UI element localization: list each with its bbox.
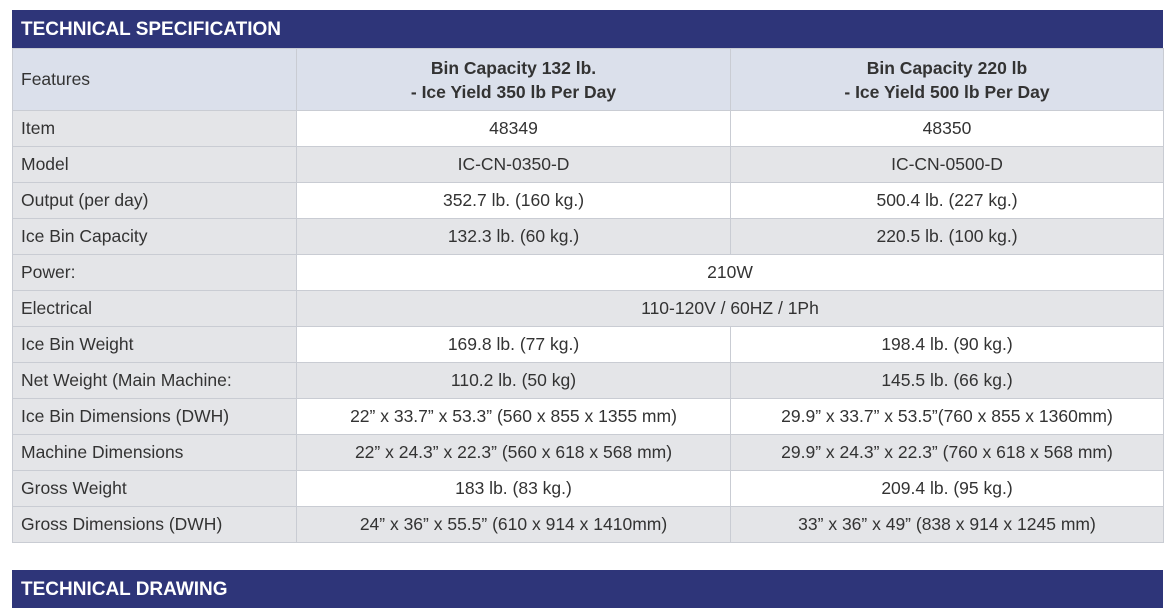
- column-header: Features: [12, 48, 297, 111]
- cell: 48349: [296, 110, 731, 147]
- header-line: Bin Capacity 132 lb.: [430, 57, 597, 78]
- header-line: - Ice Yield 500 lb Per Day: [844, 81, 1050, 102]
- row-label: Output (per day): [12, 182, 297, 219]
- cell: IC-CN-0500-D: [730, 146, 1164, 183]
- cell: IC-CN-0350-D: [296, 146, 731, 183]
- spec-row: Ice Bin Capacity 132.3 lb. (60 kg.) 220.5 …: [12, 218, 1164, 255]
- spec-row: Electrical 110-120V / 60HZ / 1Ph: [12, 290, 1164, 327]
- cell: 22” x 24.3” x 22.3” (560 x 618 x 568 mm): [296, 434, 731, 471]
- cell: 132.3 lb. (60 kg.): [296, 218, 731, 255]
- header-line: - Ice Yield 350 lb Per Day: [410, 81, 617, 102]
- spec-row: Net Weight (Main Machine: 110.2 lb. (50 k…: [12, 362, 1164, 399]
- cell: 33” x 36” x 49” (838 x 914 x 1245 mm): [730, 506, 1164, 543]
- cell: 110.2 lb. (50 kg): [296, 362, 731, 399]
- spec-row: Ice Bin Weight 169.8 lb. (77 kg.) 198.4 lb…: [12, 326, 1164, 363]
- row-label: Model: [12, 146, 297, 183]
- cell: 110-120V / 60HZ / 1Ph: [296, 290, 1164, 327]
- spec-row: Machine Dimensions 22” x 24.3” x 22.3” (5…: [12, 434, 1164, 471]
- header-line: Bin Capacity 220 lb: [866, 57, 1028, 78]
- cell: 183 lb. (83 kg.): [296, 470, 731, 507]
- row-label: Item: [12, 110, 297, 147]
- cell: 209.4 lb. (95 kg.): [730, 470, 1164, 507]
- cell: 352.7 lb. (160 kg.): [296, 182, 731, 219]
- spec-row: Gross Weight 183 lb. (83 kg.) 209.4 lb. (9…: [12, 470, 1164, 507]
- cell: 22” x 33.7” x 53.3” (560 x 855 x 1355 mm…: [296, 398, 731, 435]
- cell: 169.8 lb. (77 kg.): [296, 326, 731, 363]
- cell: 220.5 lb. (100 kg.): [730, 218, 1164, 255]
- row-label: Power:: [12, 254, 297, 291]
- header-line: Features: [21, 69, 91, 89]
- row-label: Ice Bin Capacity: [12, 218, 297, 255]
- row-label: Electrical: [12, 290, 297, 327]
- cell: 48350: [730, 110, 1164, 147]
- spec-row: Ice Bin Dimensions (DWH) 22” x 33.7” x 53…: [12, 398, 1164, 435]
- row-label: Ice Bin Dimensions (DWH): [12, 398, 297, 435]
- column-header: Bin Capacity 220 lb - Ice Yield 500 lb Pe…: [730, 48, 1164, 111]
- cell: 198.4 lb. (90 kg.): [730, 326, 1164, 363]
- row-label: Net Weight (Main Machine:: [12, 362, 297, 399]
- cell: 500.4 lb. (227 kg.): [730, 182, 1164, 219]
- spec-row: Output (per day) 352.7 lb. (160 kg.) 500.4…: [12, 182, 1164, 219]
- spec-row: Item 48349 48350: [12, 110, 1164, 147]
- section-title: TECHNICAL SPECIFICATION: [12, 10, 1163, 48]
- section-title: TECHNICAL DRAWING: [12, 570, 1163, 608]
- row-label: Ice Bin Weight: [12, 326, 297, 363]
- spec-row: Model IC-CN-0350-D IC-CN-0500-D: [12, 146, 1164, 183]
- cell: 24” x 36” x 55.5” (610 x 914 x 1410mm): [296, 506, 731, 543]
- row-label: Gross Dimensions (DWH): [12, 506, 297, 543]
- cell: 145.5 lb. (66 kg.): [730, 362, 1164, 399]
- spec-table: Features Bin Capacity 132 lb. - Ice Yield …: [12, 48, 1164, 543]
- row-label: Machine Dimensions: [12, 434, 297, 471]
- header-row: Features Bin Capacity 132 lb. - Ice Yield …: [12, 48, 1164, 111]
- spec-row: Gross Dimensions (DWH) 24” x 36” x 55.5” …: [12, 506, 1164, 543]
- cell: 210W: [296, 254, 1164, 291]
- row-label: Gross Weight: [12, 470, 297, 507]
- cell: 29.9” x 24.3” x 22.3” (760 x 618 x 568 m…: [730, 434, 1164, 471]
- cell: 29.9” x 33.7” x 53.5”(760 x 855 x 1360mm…: [730, 398, 1164, 435]
- column-header: Bin Capacity 132 lb. - Ice Yield 350 lb P…: [296, 48, 731, 111]
- spec-row: Power: 210W: [12, 254, 1164, 291]
